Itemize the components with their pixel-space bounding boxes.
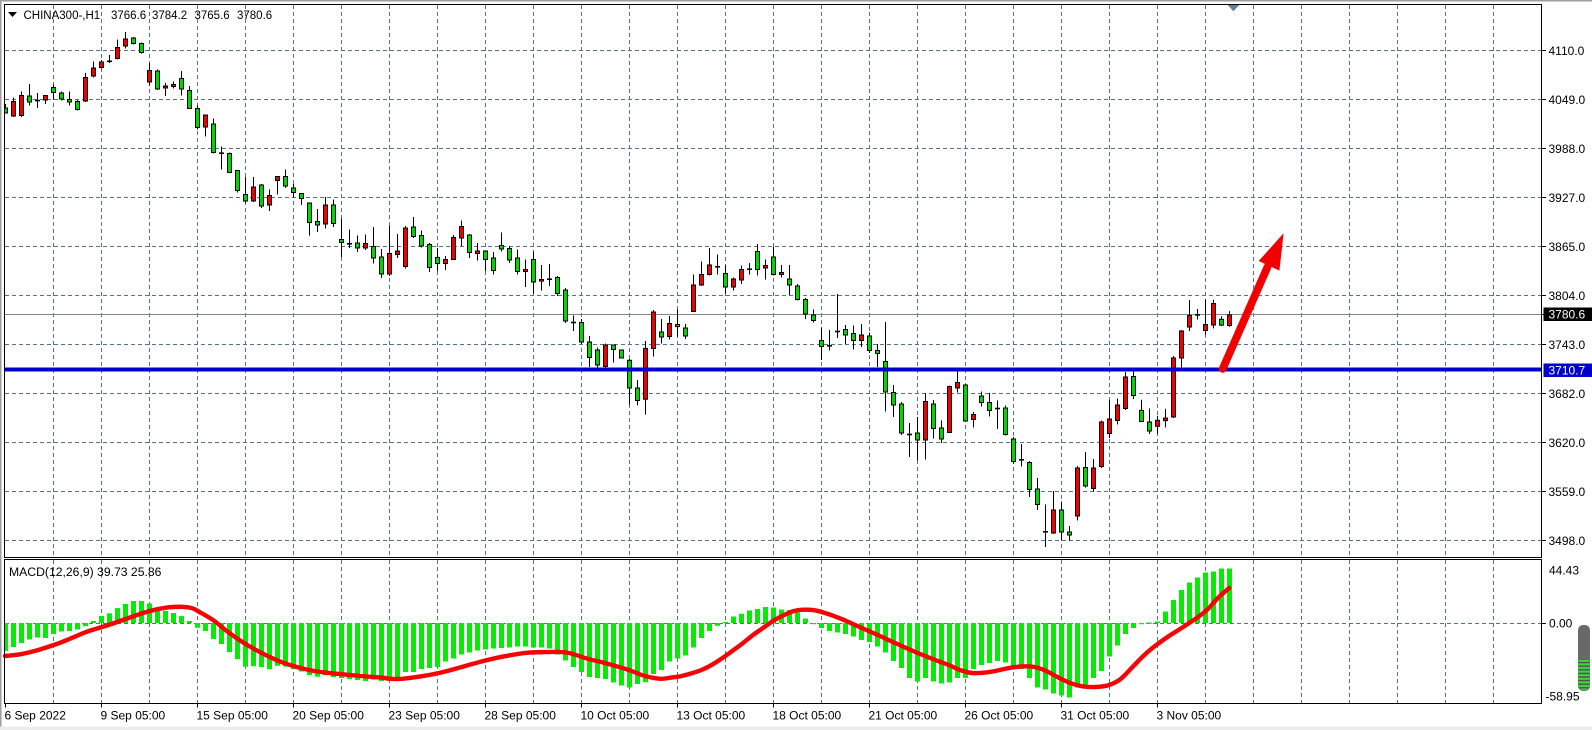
svg-text:3620.0: 3620.0	[1549, 436, 1586, 450]
svg-text:3927.0: 3927.0	[1549, 191, 1586, 205]
svg-text:-58.95: -58.95	[1546, 690, 1580, 704]
svg-text:13 Oct 05:00: 13 Oct 05:00	[677, 709, 746, 723]
svg-text:31 Oct 05:00: 31 Oct 05:00	[1061, 709, 1130, 723]
svg-text:3766.6: 3766.6	[111, 10, 146, 22]
svg-text:44.43: 44.43	[1549, 564, 1579, 578]
svg-text:MACD(12,26,9) 39.73 25.86: MACD(12,26,9) 39.73 25.86	[9, 565, 162, 579]
svg-text:9 Sep 05:00: 9 Sep 05:00	[101, 709, 166, 723]
svg-text:3988.0: 3988.0	[1549, 142, 1586, 156]
svg-text:15 Sep 05:00: 15 Sep 05:00	[197, 709, 269, 723]
svg-text:28 Sep 05:00: 28 Sep 05:00	[485, 709, 557, 723]
svg-text:0.00: 0.00	[1549, 617, 1573, 631]
svg-text:10 Oct 05:00: 10 Oct 05:00	[581, 709, 650, 723]
svg-text:4110.0: 4110.0	[1549, 44, 1585, 58]
svg-text:26 Oct 05:00: 26 Oct 05:00	[965, 709, 1034, 723]
svg-text:3 Nov 05:00: 3 Nov 05:00	[1157, 709, 1222, 723]
svg-text:3710.7: 3710.7	[1549, 364, 1586, 378]
svg-text:3784.2: 3784.2	[152, 10, 187, 22]
svg-text:3780.6: 3780.6	[237, 10, 272, 22]
svg-text:6 Sep 2022: 6 Sep 2022	[5, 709, 67, 723]
svg-text:3498.0: 3498.0	[1549, 534, 1586, 548]
svg-text:3780.6: 3780.6	[1549, 308, 1586, 322]
svg-text:CHINA300-,H1: CHINA300-,H1	[24, 10, 101, 22]
svg-text:3682.0: 3682.0	[1549, 387, 1586, 401]
svg-text:20 Sep 05:00: 20 Sep 05:00	[293, 709, 365, 723]
svg-text:3743.0: 3743.0	[1549, 338, 1586, 352]
svg-text:4049.0: 4049.0	[1549, 93, 1586, 107]
svg-text:3559.0: 3559.0	[1549, 485, 1586, 499]
svg-text:21 Oct 05:00: 21 Oct 05:00	[869, 709, 938, 723]
svg-text:3765.6: 3765.6	[195, 10, 230, 22]
svg-text:3804.0: 3804.0	[1549, 289, 1586, 303]
svg-text:23 Sep 05:00: 23 Sep 05:00	[389, 709, 461, 723]
svg-text:18 Oct 05:00: 18 Oct 05:00	[773, 709, 842, 723]
svg-text:3865.0: 3865.0	[1549, 240, 1586, 254]
